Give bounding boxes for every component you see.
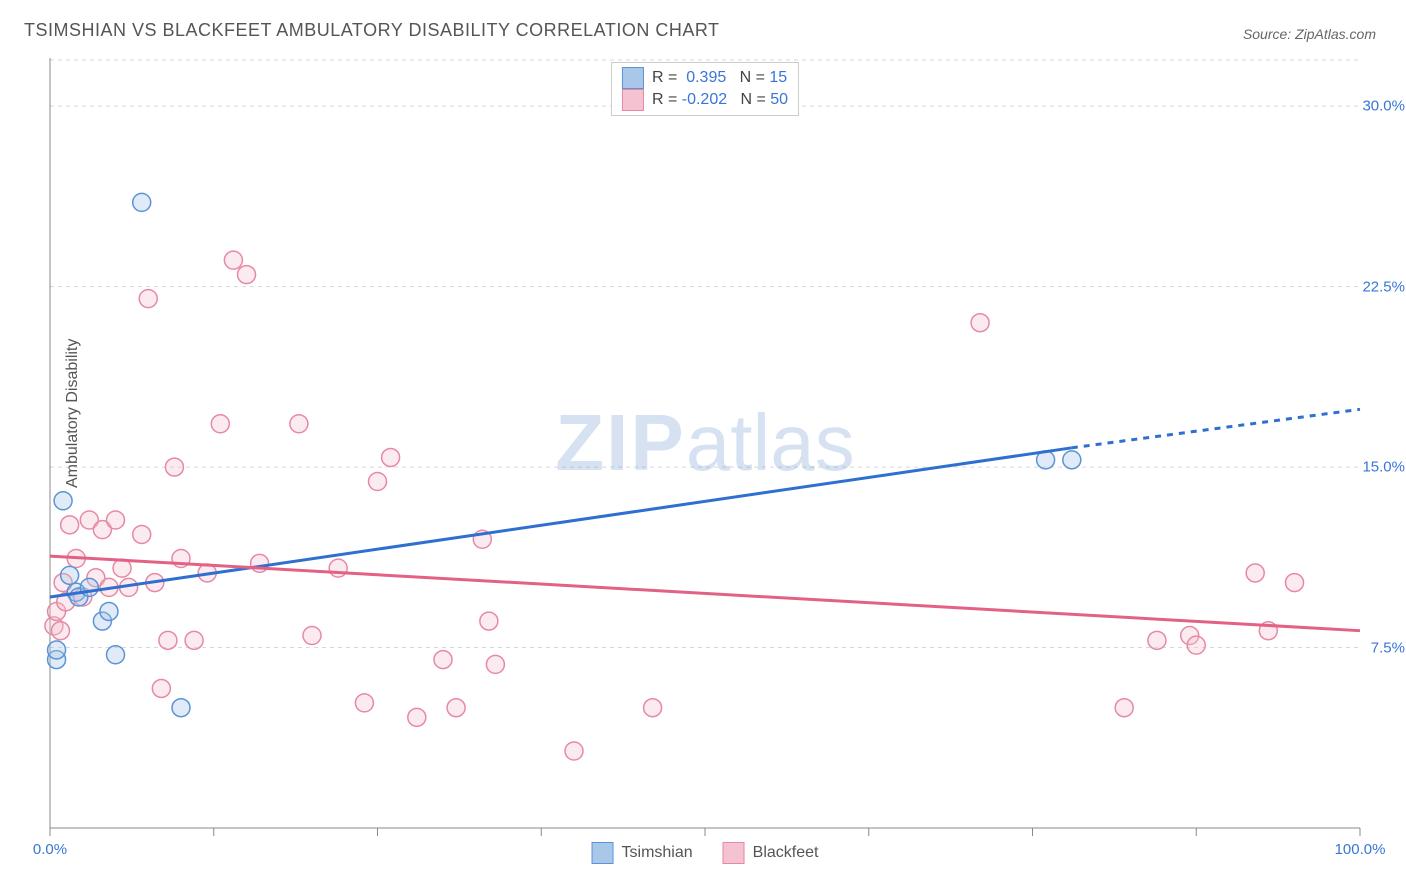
legend-series: Tsimshian Blackfeet (592, 842, 819, 864)
x-tick-label: 0.0% (33, 841, 67, 858)
plot-area: ZIPatlas R = 0.395 N = 15R = -0.202 N = … (50, 58, 1360, 828)
legend-label: Blackfeet (753, 844, 819, 862)
legend-swatch (723, 842, 745, 864)
y-tick-label: 22.5% (1362, 278, 1405, 295)
legend-swatch (622, 89, 644, 111)
source-label: Source: ZipAtlas.com (1243, 26, 1376, 42)
scatter-chart (50, 58, 1360, 828)
legend-swatch (622, 67, 644, 89)
legend-swatch (592, 842, 614, 864)
y-axis-label: Ambulatory Disability (64, 339, 82, 488)
legend-top-row: R = 0.395 N = 15 (622, 67, 788, 89)
y-tick-label: 7.5% (1371, 639, 1405, 656)
x-tick-label: 100.0% (1335, 841, 1386, 858)
y-tick-label: 30.0% (1362, 98, 1405, 115)
chart-title: TSIMSHIAN VS BLACKFEET AMBULATORY DISABI… (24, 20, 720, 41)
legend-bottom-item: Tsimshian (592, 842, 693, 864)
y-tick-label: 15.0% (1362, 459, 1405, 476)
legend-top-row: R = -0.202 N = 50 (622, 89, 788, 111)
legend-label: Tsimshian (622, 844, 693, 862)
legend-correlation: R = 0.395 N = 15R = -0.202 N = 50 (611, 62, 799, 116)
legend-bottom-item: Blackfeet (723, 842, 819, 864)
